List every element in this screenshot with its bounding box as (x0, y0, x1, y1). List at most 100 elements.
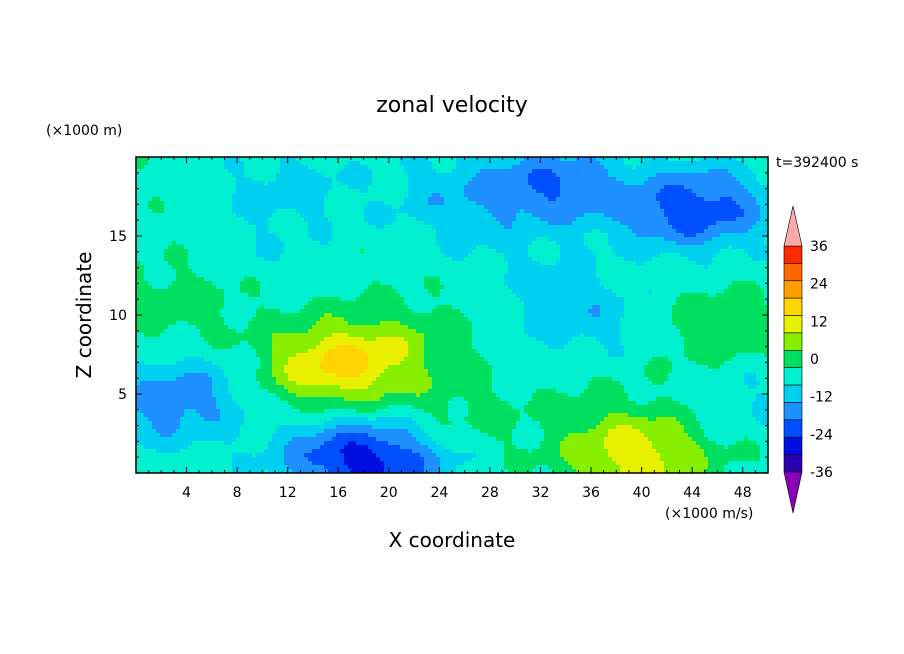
field-cell (608, 185, 613, 190)
field-cell (556, 165, 561, 170)
field-cell (424, 185, 429, 190)
field-cell (744, 249, 749, 254)
field-cell (724, 201, 729, 206)
field-cell (548, 169, 553, 174)
field-cell (572, 213, 577, 218)
field-cell (208, 201, 213, 206)
field-cell (508, 205, 513, 210)
field-cell (156, 205, 161, 210)
field-cell (496, 201, 501, 206)
field-cell (264, 281, 269, 286)
field-cell (428, 241, 433, 246)
field-cell (644, 173, 649, 178)
field-cell (256, 205, 261, 210)
field-cell (368, 177, 373, 182)
field-cell (216, 245, 221, 250)
field-cell (576, 249, 581, 254)
field-cell (668, 165, 673, 170)
field-cell (184, 253, 189, 258)
field-cell (672, 265, 677, 270)
field-cell (252, 265, 257, 270)
field-cell (580, 205, 585, 210)
field-cell (760, 161, 765, 166)
field-cell (160, 193, 165, 198)
field-cell (180, 189, 185, 194)
field-cell (180, 265, 185, 270)
field-cell (508, 273, 513, 278)
field-cell (316, 157, 321, 162)
field-cell (340, 185, 345, 190)
field-cell (752, 237, 757, 242)
field-cell (256, 265, 261, 270)
field-cell (204, 269, 209, 274)
field-cell (724, 221, 729, 226)
field-cell (236, 157, 241, 162)
field-cell (440, 173, 445, 178)
field-cell (392, 201, 397, 206)
field-cell (400, 277, 405, 282)
field-cell (724, 245, 729, 250)
field-cell (336, 281, 341, 286)
field-cell (500, 189, 505, 194)
field-cell (592, 185, 597, 190)
field-cell (748, 181, 753, 186)
field-cell (572, 161, 577, 166)
field-cell (296, 265, 301, 270)
field-cell (316, 249, 321, 254)
field-cell (192, 169, 197, 174)
field-cell (348, 281, 353, 286)
field-cell (732, 185, 737, 190)
field-cell (368, 217, 373, 222)
field-cell (420, 237, 425, 242)
field-cell (412, 233, 417, 238)
field-cell (292, 237, 297, 242)
field-cell (756, 261, 761, 266)
field-cell (152, 193, 157, 198)
field-cell (288, 173, 293, 178)
field-cell (540, 161, 545, 166)
field-cell (604, 249, 609, 254)
field-cell (424, 229, 429, 234)
field-cell (404, 265, 409, 270)
field-cell (532, 205, 537, 210)
field-cell (396, 257, 401, 262)
field-cell (468, 265, 473, 270)
field-cell (724, 249, 729, 254)
field-cell (460, 273, 465, 278)
field-cell (348, 269, 353, 274)
field-cell (504, 225, 509, 230)
field-cell (748, 245, 753, 250)
field-cell (388, 221, 393, 226)
field-cell (600, 185, 605, 190)
field-cell (364, 237, 369, 242)
field-cell (456, 193, 461, 198)
field-cell (136, 269, 141, 274)
field-cell (744, 221, 749, 226)
field-cell (596, 225, 601, 230)
field-cell (204, 177, 209, 182)
field-cell (528, 185, 533, 190)
field-cell (668, 273, 673, 278)
field-cell (452, 265, 457, 270)
field-cell (356, 181, 361, 186)
field-cell (144, 277, 149, 282)
field-cell (672, 193, 677, 198)
field-cell (520, 205, 525, 210)
field-cell (728, 245, 733, 250)
field-cell (344, 281, 349, 286)
field-cell (436, 157, 441, 162)
field-cell (608, 257, 613, 262)
field-cell (144, 157, 149, 162)
field-cell (648, 189, 653, 194)
field-cell (436, 233, 441, 238)
field-cell (732, 241, 737, 246)
field-cell (412, 229, 417, 234)
field-cell (308, 273, 313, 278)
field-cell (708, 169, 713, 174)
field-cell (524, 245, 529, 250)
field-cell (248, 233, 253, 238)
field-cell (304, 229, 309, 234)
field-cell (272, 253, 277, 258)
field-cell (148, 221, 153, 226)
field-cell (732, 249, 737, 254)
